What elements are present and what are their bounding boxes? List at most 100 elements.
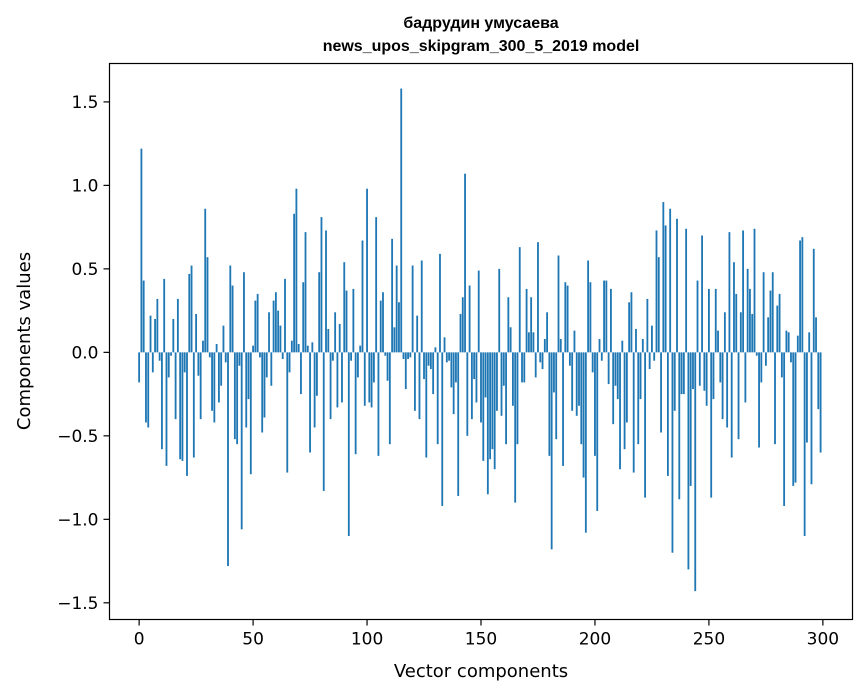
bar [149, 315, 152, 353]
bar [692, 352, 694, 390]
bar [666, 352, 669, 476]
x-tick-label: 100 [351, 630, 383, 650]
bar [496, 352, 498, 411]
bar [464, 173, 466, 353]
bar [386, 352, 389, 381]
bar [227, 352, 229, 567]
bar [249, 352, 252, 475]
bar [211, 352, 213, 411]
bar [648, 352, 651, 370]
x-axis-ticks: 0 50 100 150 200 250 300 [134, 619, 839, 650]
bar [532, 332, 535, 353]
bar [461, 297, 464, 353]
bar [764, 352, 767, 366]
bar [240, 352, 243, 530]
bar [578, 352, 580, 406]
bar [762, 272, 765, 353]
bar [799, 240, 801, 353]
bar [703, 352, 706, 391]
bar [470, 352, 473, 420]
bar [174, 352, 177, 420]
bar [286, 352, 289, 473]
bar [785, 330, 788, 353]
bar [500, 352, 503, 416]
bar [737, 352, 740, 440]
y-tick-label: 0.0 [71, 343, 98, 363]
bar [696, 280, 699, 353]
bar [398, 302, 400, 353]
bar [655, 230, 658, 353]
x-tick-label: 0 [134, 630, 145, 650]
bar [325, 230, 327, 353]
bar [780, 352, 783, 378]
bar [594, 352, 596, 456]
y-tick-label: −0.5 [57, 427, 98, 447]
bar [138, 352, 141, 383]
bar [279, 325, 282, 353]
bar [760, 352, 763, 383]
bar [815, 317, 817, 353]
bar [753, 228, 756, 353]
bar [391, 238, 394, 353]
bar [717, 330, 719, 353]
bar [796, 335, 799, 353]
bar [518, 247, 521, 353]
bar [514, 352, 517, 503]
bar [521, 352, 523, 383]
bar [172, 318, 175, 353]
bar [352, 288, 355, 353]
bar [705, 352, 708, 406]
bar [817, 352, 820, 410]
bar [758, 352, 760, 448]
bar [682, 352, 685, 395]
bar [607, 352, 610, 385]
bar [710, 352, 713, 498]
y-axis-label: Components values [14, 252, 35, 430]
bar [466, 352, 469, 436]
bar [482, 352, 485, 461]
bar [202, 340, 204, 353]
bar [199, 352, 202, 420]
bar [728, 232, 731, 353]
bar [309, 352, 311, 453]
bar [708, 288, 710, 353]
bar [646, 298, 649, 353]
bar [423, 352, 425, 380]
bar [270, 352, 273, 386]
bar [687, 352, 690, 570]
bar [231, 285, 234, 353]
bar [300, 352, 302, 395]
bar [498, 268, 501, 353]
bar [769, 290, 772, 353]
bar [806, 352, 808, 443]
bar [616, 352, 619, 400]
bar-series [138, 88, 822, 592]
bar [331, 352, 334, 361]
bar [402, 352, 405, 360]
bar [197, 352, 200, 376]
bar [181, 352, 184, 461]
bar [651, 325, 653, 353]
bar [600, 352, 603, 361]
bar [327, 328, 330, 353]
bar [256, 293, 259, 353]
bar [489, 352, 492, 460]
bar [445, 352, 448, 363]
bar [217, 352, 220, 403]
bar [265, 352, 268, 378]
bar [632, 352, 635, 473]
bar [393, 327, 396, 353]
bar [254, 300, 257, 353]
bar [733, 262, 735, 353]
bar [641, 338, 644, 353]
bar [571, 352, 574, 411]
bar [322, 352, 325, 491]
bar [819, 352, 822, 453]
bar [366, 188, 368, 353]
bar [623, 352, 626, 450]
bar [749, 288, 751, 353]
bar [261, 352, 264, 433]
bar [190, 265, 193, 353]
bar [614, 352, 617, 386]
bar [161, 352, 163, 450]
